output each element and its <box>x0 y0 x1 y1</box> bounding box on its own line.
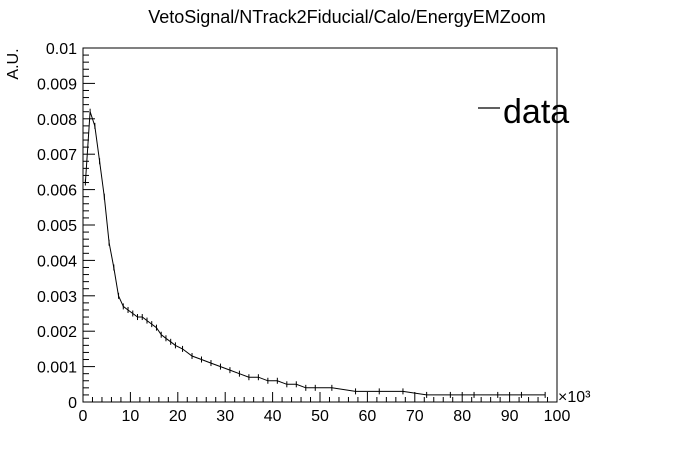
x-tick-label: 30 <box>216 408 234 425</box>
y-tick-label: 0.001 <box>37 360 77 377</box>
x-tick-label: 50 <box>311 408 329 425</box>
y-tick-label: 0.008 <box>37 112 77 129</box>
chart-title: VetoSignal/NTrack2Fiducial/Calo/EnergyEM… <box>148 7 546 27</box>
y-tick-label: 0.007 <box>37 147 77 164</box>
x-tick-label: 20 <box>169 408 187 425</box>
y-axis: 0 0.001 0.002 0.003 0.004 0.005 0.006 0.007 0.00… <box>37 41 95 412</box>
y-tick-label: 0.004 <box>37 253 77 270</box>
legend: data <box>478 93 569 131</box>
x-tick-label: 100 <box>544 408 571 425</box>
x-tick-label: 80 <box>453 408 471 425</box>
y-tick-label: 0 <box>68 395 77 412</box>
y-tick-label: 0.003 <box>37 289 77 306</box>
x-tick-label: 10 <box>122 408 140 425</box>
x-tick-label: 70 <box>406 408 424 425</box>
y-tick-label: 0.009 <box>37 76 77 93</box>
x-axis: 0 10 20 30 40 50 60 70 80 90 100 <box>79 392 571 425</box>
y-tick-label: 0.005 <box>37 218 77 235</box>
x-tick-label: 90 <box>501 408 519 425</box>
y-axis-label: A.U. <box>5 48 22 79</box>
x-tick-label: 40 <box>264 408 282 425</box>
y-tick-label: 0.01 <box>46 41 77 58</box>
legend-entry-data: data <box>503 93 569 131</box>
x-tick-label: 0 <box>79 408 88 425</box>
y-tick-label: 0.002 <box>37 324 77 341</box>
x-axis-multiplier: ×10³ <box>558 389 591 406</box>
plot-frame <box>82 47 558 403</box>
plot-area <box>84 108 546 398</box>
data-series-line <box>84 111 546 396</box>
y-tick-label: 0.006 <box>37 183 77 200</box>
x-tick-label: 60 <box>359 408 377 425</box>
